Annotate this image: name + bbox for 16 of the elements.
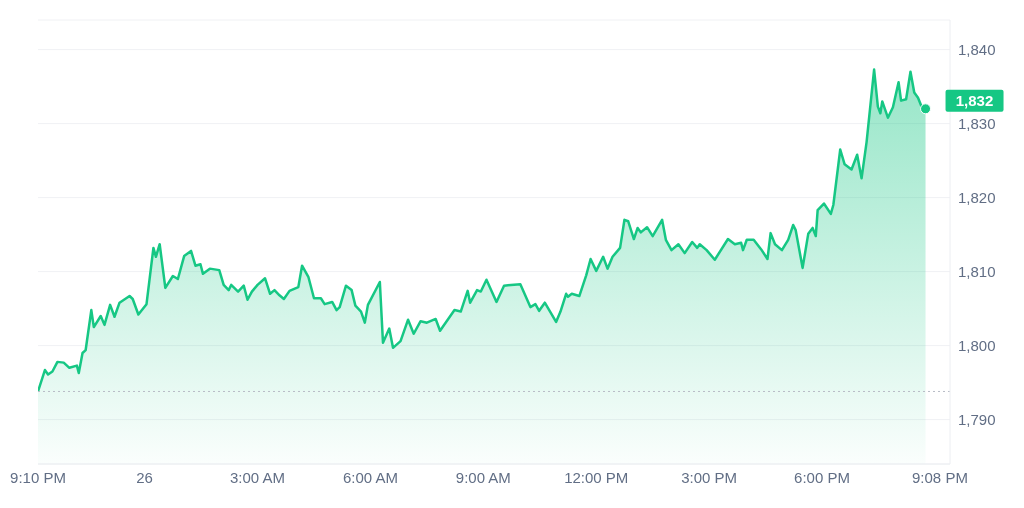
y-tick-label: 1,820	[958, 188, 996, 206]
x-tick-label: 9:08 PM	[912, 468, 968, 486]
y-tick-label: 1,790	[958, 410, 996, 428]
x-tick-label: 9:10 PM	[10, 468, 66, 486]
y-tick-label: 1,800	[958, 336, 996, 354]
y-tick-label: 1,840	[958, 40, 996, 58]
x-tick-label: 3:00 PM	[681, 468, 738, 486]
x-tick-label: 26	[136, 468, 153, 486]
x-tick-label: 9:00 AM	[455, 468, 511, 486]
x-tick-label: 12:00 PM	[564, 468, 629, 486]
x-tick-label: 3:00 AM	[230, 468, 286, 486]
annotation: 1,832	[955, 91, 994, 109]
y-tick-label: 1,830	[958, 114, 996, 132]
x-tick-label: 6:00 PM	[794, 468, 850, 486]
y-tick-label: 1,810	[958, 262, 996, 280]
x-tick-label: 6:00 AM	[342, 468, 398, 486]
